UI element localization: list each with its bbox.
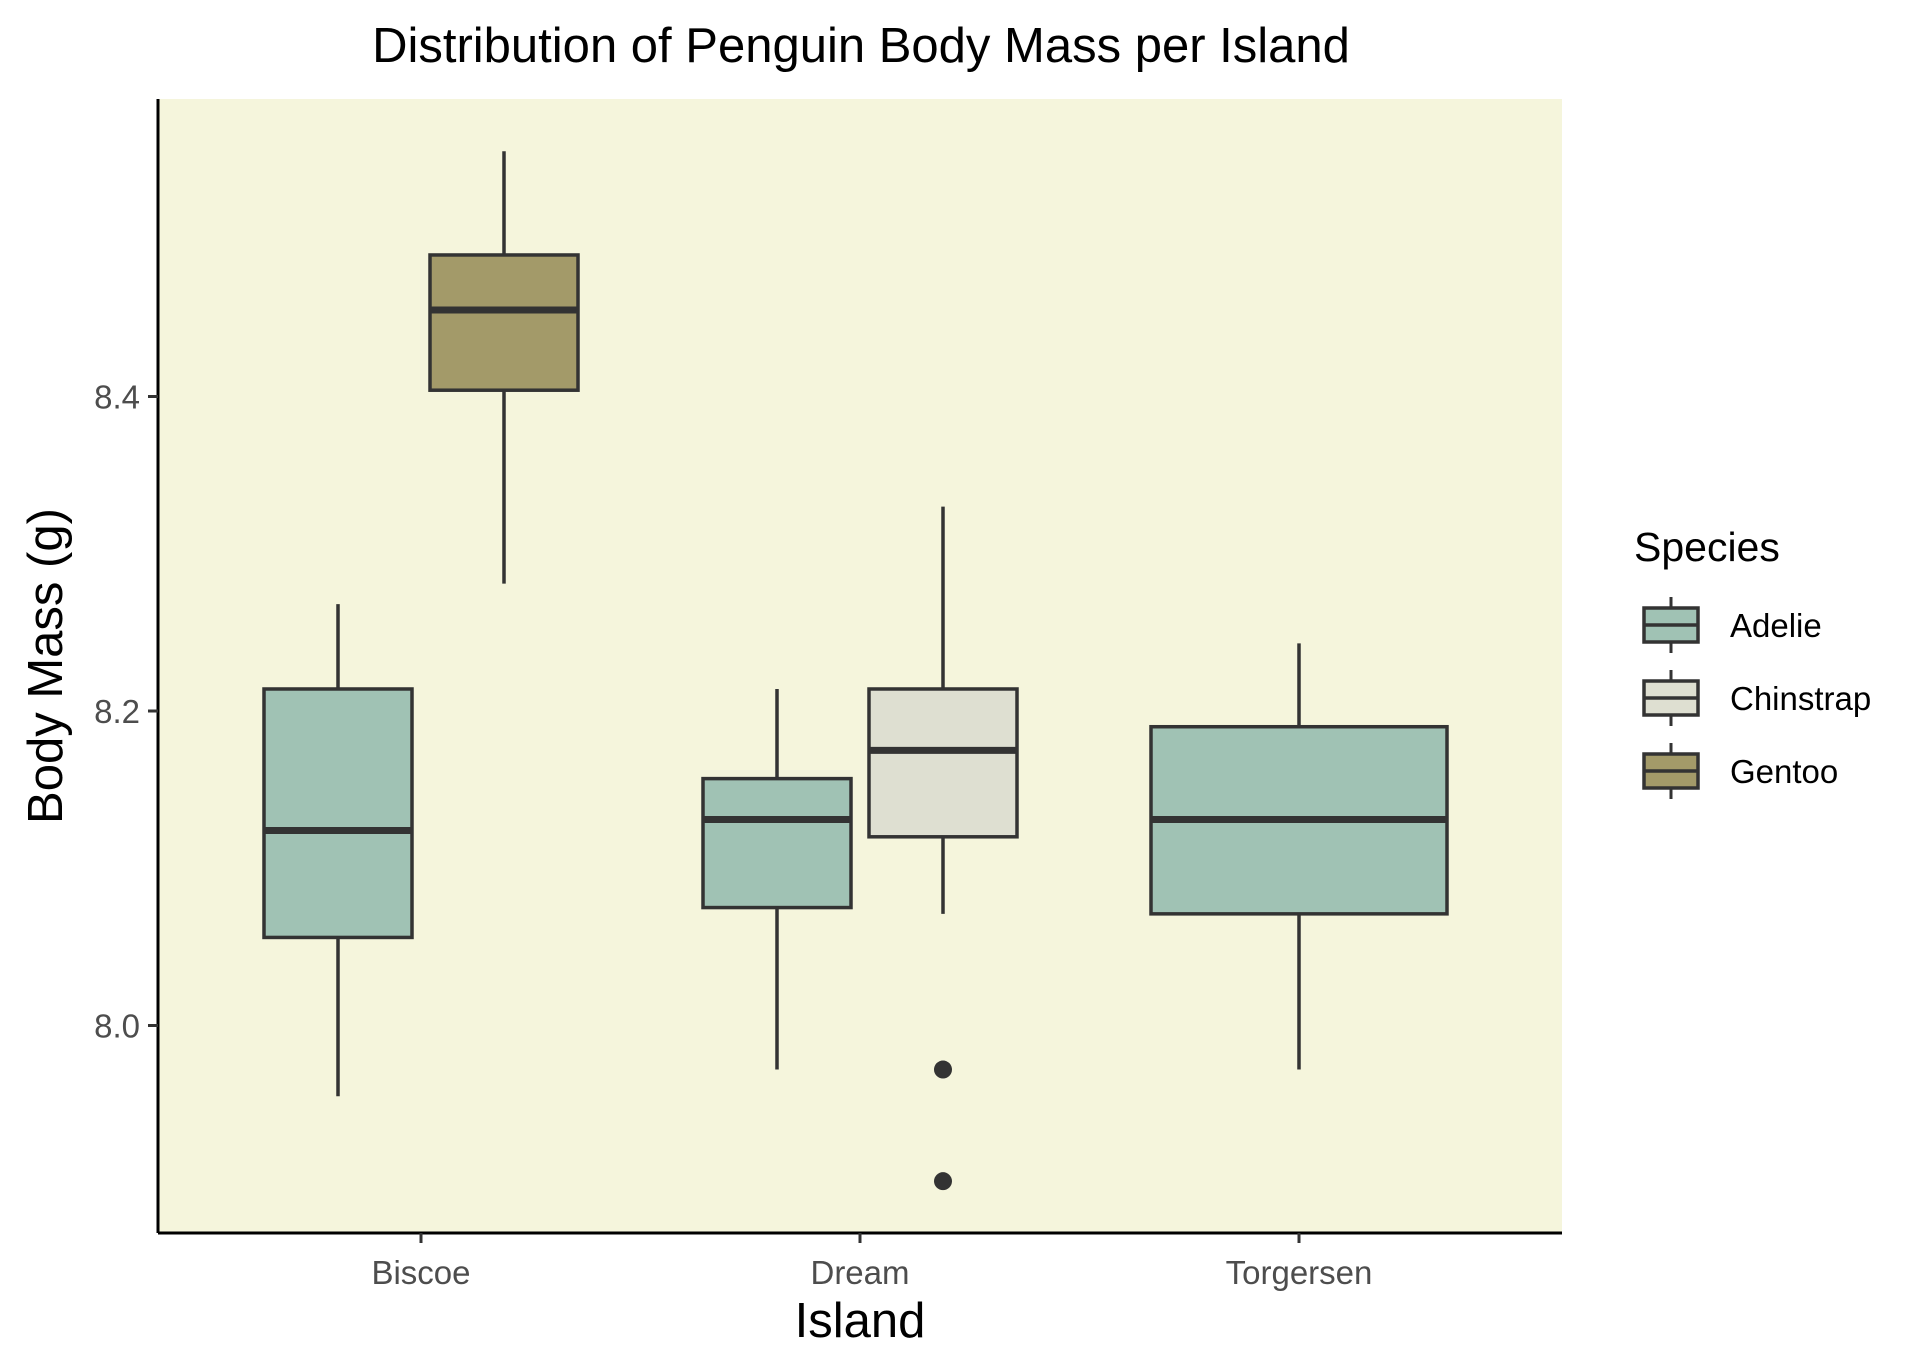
box-body-gentoo-biscoe	[428, 253, 580, 392]
boxes-layer	[262, 151, 1449, 1191]
legend-label-gentoo: Gentoo	[1730, 753, 1838, 790]
box-adelie-biscoe	[262, 604, 414, 1097]
box-adelie-torgersen	[1149, 643, 1449, 1070]
box-gentoo-biscoe	[428, 151, 580, 584]
legend-item-adelie: Adelie	[1642, 597, 1822, 653]
legend-item-gentoo: Gentoo	[1642, 743, 1838, 799]
legend: Species Adelie Chinstrap Gentoo	[1634, 524, 1871, 799]
box-body-adelie-biscoe	[262, 687, 414, 940]
x-tick-label-biscoe: Biscoe	[371, 1254, 470, 1291]
y-tick-label-1: 8.0	[94, 1008, 140, 1045]
box-body-chinstrap-dream	[867, 687, 1019, 839]
x-tick-label-torgersen: Torgersen	[1226, 1254, 1373, 1291]
y-tick-label-2: 8.2	[94, 693, 140, 730]
outlier-point-chinstrap-dream-2	[934, 1172, 952, 1191]
chart-title: Distribution of Penguin Body Mass per Is…	[372, 19, 1350, 73]
box-chinstrap-dream	[867, 506, 1019, 1191]
outlier-point-chinstrap-dream-1	[934, 1060, 952, 1079]
plot-panel	[158, 99, 1562, 1233]
box-body-adelie-dream	[701, 776, 853, 910]
legend-label-adelie: Adelie	[1730, 607, 1822, 644]
x-tick-label-dream: Dream	[810, 1254, 909, 1291]
y-ticks: 8.0 8.2 8.4	[94, 379, 158, 1045]
legend-label-chinstrap: Chinstrap	[1730, 680, 1871, 717]
legend-title: Species	[1634, 524, 1780, 570]
box-adelie-dream	[701, 688, 853, 1070]
y-tick-label-3: 8.4	[94, 379, 140, 416]
legend-item-chinstrap: Chinstrap	[1642, 670, 1871, 726]
x-ticks: Biscoe Dream Torgersen	[371, 1233, 1372, 1291]
x-axis-title: Island	[795, 1294, 926, 1348]
y-axis-title: Body Mass (g)	[19, 508, 73, 824]
